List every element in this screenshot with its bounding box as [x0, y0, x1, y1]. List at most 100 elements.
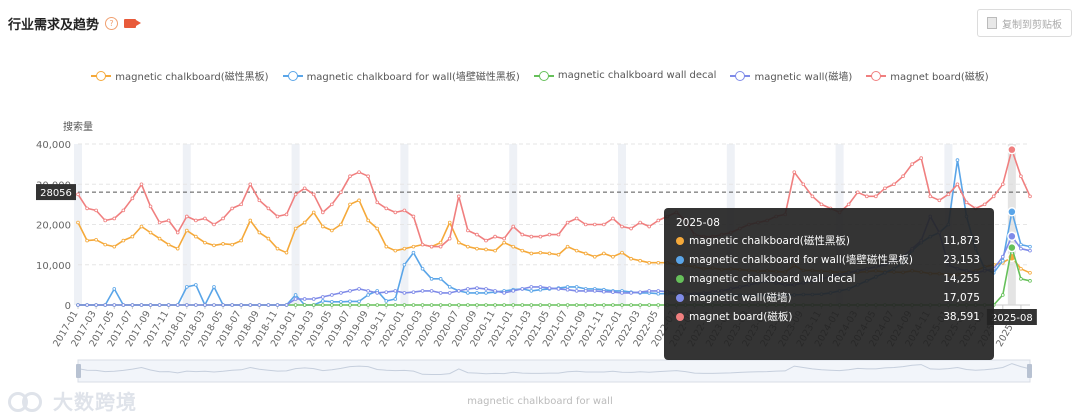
- data-point: [293, 303, 298, 307]
- data-point: [429, 277, 434, 281]
- data-point: [456, 303, 461, 307]
- data-point: [874, 194, 878, 199]
- data-point: [148, 204, 153, 209]
- legend-item[interactable]: magnetic chalkboard wall decal: [533, 68, 716, 83]
- question-circle-icon[interactable]: ?: [105, 17, 119, 30]
- data-point: [846, 202, 851, 207]
- data-point: [620, 303, 624, 307]
- zoom-slider-preview: [77, 363, 1031, 375]
- data-point: [892, 182, 896, 187]
- zoom-slider-handle-right: [1027, 364, 1032, 378]
- highlight-point: [1007, 207, 1017, 217]
- copy-to-clipboard-button[interactable]: 复制到剪贴板: [977, 9, 1072, 37]
- data-point: [574, 216, 579, 221]
- data-point: [602, 289, 606, 294]
- data-point: [411, 250, 416, 255]
- data-point: [402, 291, 407, 295]
- data-point: [212, 222, 216, 227]
- legend-item[interactable]: magnetic chalkboard(磁性黑板): [91, 68, 269, 83]
- data-point: [320, 210, 325, 215]
- tooltip-row: magnetic chalkboard wall decal 14,255: [676, 272, 980, 286]
- zoom-slider-label: magnetic chalkboard for wall: [467, 396, 613, 407]
- video-camera-icon[interactable]: [124, 19, 142, 28]
- data-point: [475, 232, 479, 237]
- data-point: [384, 299, 389, 303]
- data-point: [620, 291, 624, 295]
- legend-item[interactable]: magnetic wall(磁墙): [730, 68, 852, 83]
- data-point: [166, 218, 171, 223]
- legend-swatch: [282, 70, 303, 81]
- y-tick-label: 10,000: [36, 261, 71, 272]
- data-point: [629, 291, 633, 295]
- data-point: [538, 234, 543, 239]
- data-point: [429, 303, 434, 307]
- y-tick-label: 40,000: [36, 140, 71, 151]
- data-point: [991, 194, 996, 199]
- watermark-text: 大数跨境: [53, 390, 137, 414]
- data-point: [592, 289, 597, 293]
- tooltip-series-name: magnetic chalkboard for wall(墙壁磁性黑板): [689, 254, 913, 266]
- data-point: [456, 240, 461, 245]
- data-point: [484, 247, 488, 252]
- data-point: [475, 291, 479, 295]
- data-point: [792, 170, 797, 174]
- data-point: [1019, 174, 1023, 179]
- data-point: [529, 285, 534, 289]
- data-point: [819, 202, 824, 207]
- legend-item[interactable]: magnet board(磁板): [866, 68, 989, 83]
- data-point: [447, 220, 452, 225]
- data-point: [937, 198, 942, 203]
- data-point: [76, 192, 80, 197]
- data-point: [330, 303, 334, 307]
- tooltip-series-name: magnetic chalkboard wall decal: [689, 273, 856, 285]
- copy-button-label: 复制到剪贴板: [1002, 19, 1062, 31]
- data-point: [1000, 254, 1005, 259]
- data-point: [583, 303, 588, 307]
- tooltip-row: magnetic chalkboard(磁性黑板) 11,873: [676, 234, 980, 248]
- year-band: [400, 144, 409, 305]
- data-point: [556, 287, 561, 291]
- data-point: [293, 293, 298, 297]
- data-point: [257, 230, 262, 235]
- data-point: [456, 194, 461, 199]
- legend-swatch: [730, 70, 751, 81]
- chart-tooltip: 2025-08 magnetic chalkboard(磁性黑板) 11,873 m…: [664, 208, 994, 360]
- pointer-column: [1007, 144, 1016, 305]
- y-tick-label: 0: [65, 301, 71, 312]
- data-point: [447, 291, 452, 295]
- data-point: [130, 234, 135, 239]
- data-point: [366, 293, 370, 297]
- data-point: [194, 303, 198, 307]
- data-point: [964, 200, 969, 205]
- data-point: [212, 303, 216, 307]
- data-point: [538, 287, 543, 292]
- tooltip-dot: [676, 256, 684, 264]
- data-point: [76, 220, 80, 225]
- data-point: [148, 230, 153, 235]
- data-point: [230, 242, 234, 247]
- legend-item[interactable]: magnetic chalkboard for wall(墙壁磁性黑板): [282, 68, 520, 83]
- y-tick-label: 20,000: [36, 221, 71, 232]
- data-point: [257, 303, 262, 307]
- pointer-x-label-bg: [986, 309, 1037, 325]
- data-point: [529, 289, 534, 293]
- data-point: [185, 303, 189, 307]
- data-point: [76, 303, 80, 307]
- data-point: [375, 226, 380, 231]
- data-point: [1000, 182, 1005, 187]
- data-point: [656, 303, 661, 307]
- legend-label: magnet board(磁板): [890, 72, 989, 83]
- data-point: [438, 240, 443, 245]
- data-point: [330, 228, 334, 233]
- tooltip-row: magnetic wall(磁墙) 17,075: [676, 291, 980, 305]
- data-point: [556, 252, 561, 257]
- data-point: [656, 260, 661, 265]
- data-point: [139, 182, 144, 187]
- data-point: [411, 244, 416, 249]
- data-point: [583, 222, 588, 227]
- tooltip-series-value: 23,153: [943, 254, 980, 266]
- data-point: [493, 248, 497, 253]
- legend-label: magnetic chalkboard for wall(墙壁磁性黑板): [306, 72, 520, 83]
- data-point: [194, 234, 198, 239]
- data-point: [1028, 194, 1032, 199]
